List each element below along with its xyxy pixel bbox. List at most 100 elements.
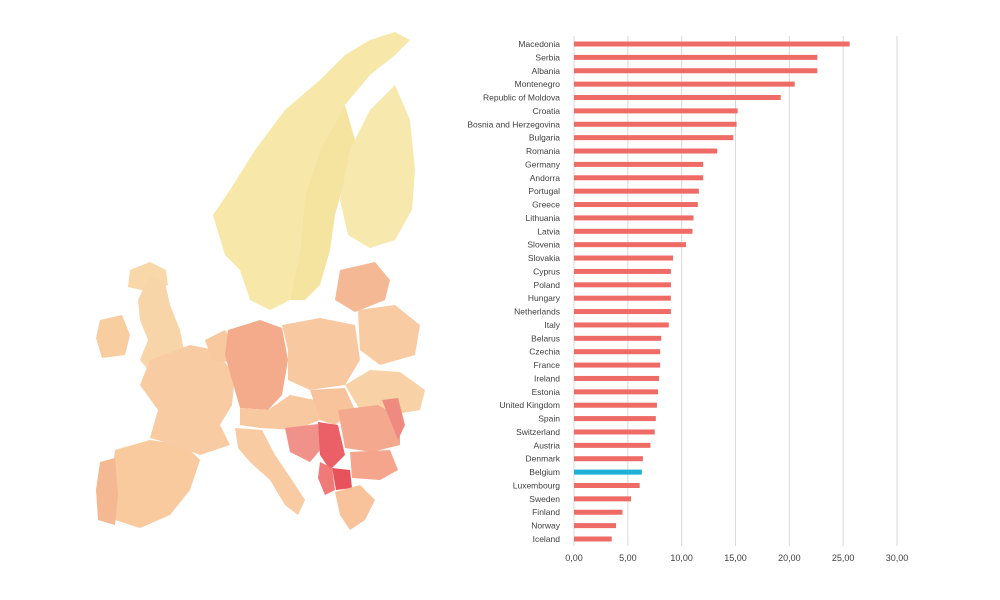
map-region-belarus [358, 305, 420, 365]
bar-lithuania [574, 215, 694, 221]
map-region-sweden [290, 105, 355, 300]
bars [574, 41, 850, 542]
bar-poland [574, 282, 671, 288]
category-label: Latvia [537, 226, 560, 236]
bar-latvia [574, 228, 693, 234]
category-label: Denmark [526, 454, 561, 464]
map-region-spain [110, 440, 200, 528]
bar-italy [574, 322, 669, 328]
category-label: Portugal [528, 186, 560, 196]
map-region-italy [235, 428, 305, 515]
map-region-germany [225, 320, 288, 410]
bar-belarus [574, 335, 662, 341]
category-label: Netherlands [514, 307, 560, 317]
category-label: Slovenia [527, 240, 560, 250]
bar-denmark [574, 456, 643, 462]
bar-croatia [574, 108, 738, 114]
bar-greece [574, 202, 698, 208]
category-label: Spain [538, 414, 560, 424]
bar-montenegro [574, 81, 795, 87]
bar-united-kingdom [574, 402, 657, 408]
bar-bosnia-and-herzegovina [574, 121, 737, 127]
category-label: Sweden [529, 494, 560, 504]
bar-chart: Macedonia Serbia Albania Montenegro Republic… [467, 36, 908, 563]
category-label: Andorra [530, 173, 561, 183]
bar-luxembourg [574, 482, 640, 488]
map-region-macedonia [332, 468, 352, 490]
map-region-norway [213, 32, 410, 310]
bar-iceland [574, 536, 612, 542]
map-region-greece [335, 485, 375, 530]
bar-slovakia [574, 255, 674, 261]
category-label: Estonia [532, 387, 561, 397]
map-region-united-kingdom [138, 275, 185, 372]
category-label: Belarus [531, 333, 560, 343]
bar-netherlands [574, 309, 671, 315]
category-label: Serbia [535, 52, 560, 62]
category-label: Hungary [528, 293, 561, 303]
bar-austria [574, 442, 651, 448]
map-region-portugal [96, 458, 118, 525]
bar-estonia [574, 389, 658, 395]
category-label: Albania [532, 66, 561, 76]
category-label: Romania [526, 146, 560, 156]
bar-czechia [574, 349, 661, 355]
category-label: Republic of Moldova [483, 93, 560, 103]
x-tick-label: 25,00 [832, 553, 855, 563]
category-label: Germany [525, 159, 561, 169]
map-region-bulgaria [350, 450, 398, 480]
category-label: Czechia [529, 347, 560, 357]
bar-albania [574, 68, 818, 74]
category-label: Norway [531, 521, 561, 531]
map-region-montenegro-albania [318, 462, 335, 495]
map-region-ukraine [345, 370, 425, 415]
category-label: France [534, 360, 561, 370]
map-region-romania [338, 405, 400, 452]
bar-macedonia [574, 41, 850, 47]
category-labels: Macedonia Serbia Albania Montenegro Republic… [467, 39, 560, 544]
category-label: Finland [532, 507, 560, 517]
bar-switzerland [574, 429, 655, 435]
map-region-czechia-austria [240, 395, 320, 430]
bar-serbia [574, 54, 818, 60]
map-region-moldova [382, 398, 405, 440]
bar-ireland [574, 375, 660, 381]
map-region-france [140, 345, 235, 455]
map-region-croatia-bosnia [285, 424, 322, 462]
category-label: Bosnia and Herzegovina [467, 119, 560, 129]
bar-andorra [574, 175, 704, 181]
bar-norway [574, 523, 616, 529]
bar-romania [574, 148, 718, 154]
x-tick-label: 15,00 [724, 553, 747, 563]
map-region-poland [282, 318, 360, 390]
category-label: Austria [534, 440, 561, 450]
category-label: Bulgaria [529, 133, 560, 143]
x-tick-label: 0,00 [565, 553, 583, 563]
x-axis-ticks: 0,00 5,00 10,00 15,00 20,00 25,00 30,00 [565, 553, 908, 563]
category-label: Poland [534, 280, 561, 290]
bar-slovenia [574, 242, 686, 248]
bar-finland [574, 509, 623, 515]
category-label: Greece [532, 200, 560, 210]
x-tick-label: 5,00 [619, 553, 637, 563]
category-label: Croatia [533, 106, 561, 116]
category-label: Slovakia [528, 253, 560, 263]
bar-france [574, 362, 661, 368]
bar-spain [574, 416, 656, 422]
category-label: Lithuania [525, 213, 560, 223]
bar-republic-of-moldova [574, 95, 781, 101]
map-region-ireland [96, 315, 130, 358]
europe-choropleth-map [96, 32, 425, 530]
bar-sweden [574, 496, 632, 502]
bar-portugal [574, 188, 699, 194]
x-tick-label: 10,00 [670, 553, 693, 563]
map-region-serbia [318, 422, 345, 470]
bar-hungary [574, 295, 671, 301]
category-label: Italy [544, 320, 560, 330]
bar-bulgaria [574, 135, 734, 141]
bar-cyprus [574, 268, 671, 274]
category-label: Belgium [529, 467, 560, 477]
category-label: Montenegro [515, 79, 561, 89]
bar-germany [574, 161, 704, 167]
x-tick-label: 30,00 [886, 553, 909, 563]
